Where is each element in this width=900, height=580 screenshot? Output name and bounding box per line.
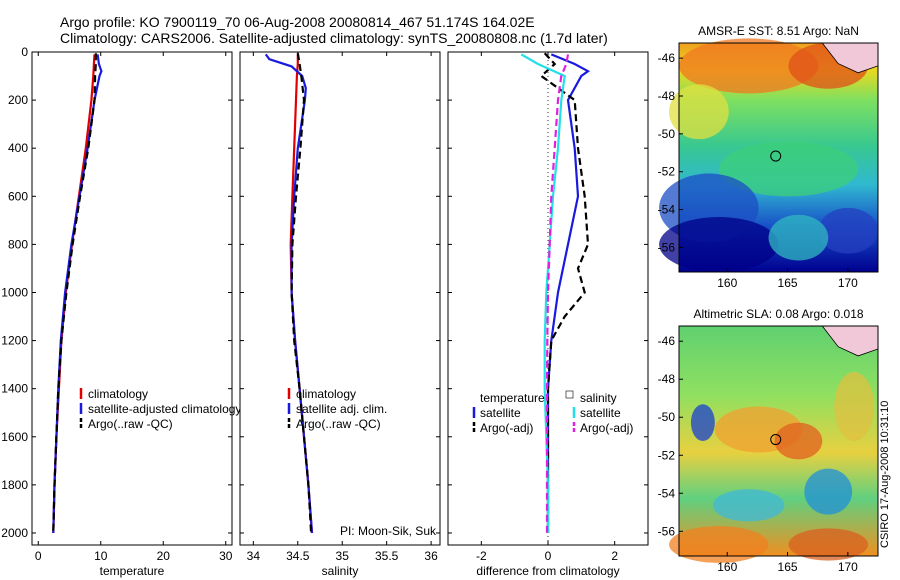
altimetric_sla_map-ytick-label: -48 xyxy=(658,372,676,386)
altimetric_sla_map-xtick-label: 170 xyxy=(838,560,858,574)
temperature-xtick-label: 30 xyxy=(219,549,233,563)
altimetric_sla_map-ytick-label: -54 xyxy=(658,486,676,500)
altimetric_sla_map-ytick-label: -52 xyxy=(658,448,676,462)
amsre_sst_map-ytick-label: -48 xyxy=(658,89,676,103)
altimetric_sla_map-ytick-label: -56 xyxy=(658,524,676,538)
altimetric_sla_map-panel: Altimetric SLA: 0.08 Argo: 0.018 160 165 17… xyxy=(658,307,879,574)
altimetric_sla_map-xtick-label: 165 xyxy=(778,560,798,574)
temperature-ytick-label: 200 xyxy=(8,93,28,107)
temperature-ytick-label: 800 xyxy=(8,237,28,251)
salinity-xtick-label: 35.5 xyxy=(375,549,399,563)
salinity-xtick-label: 34.5 xyxy=(286,549,310,563)
temperature-axes-box xyxy=(31,51,233,546)
amsre_sst_map-field-patch xyxy=(768,214,829,261)
salinity-legend-label: Argo(..raw -QC) xyxy=(296,417,381,431)
amsre_sst_map-field-patch xyxy=(818,207,879,254)
temperature-series-2-line xyxy=(52,53,97,534)
salinity-xtick-label: 34 xyxy=(247,549,261,563)
salinity-panel: 34 34.5 35 35.5 36 salinity climatologysatelli… xyxy=(239,51,441,578)
amsre_sst_map-panel: AMSR-E SST: 8.51 Argo: NaN 160 165 170 -46 -4… xyxy=(658,24,879,290)
difference-legend-label: Argo(-adj) xyxy=(580,421,633,435)
difference-legend-label: Argo(-adj) xyxy=(480,421,533,435)
temperature-ytick-label: 2000 xyxy=(1,526,28,540)
amsre_sst_map-title: AMSR-E SST: 8.51 Argo: NaN xyxy=(698,24,859,38)
temperature-xtick-label: 0 xyxy=(35,549,42,563)
altimetric_sla_map-ytick-label: -46 xyxy=(658,334,676,348)
temperature-xtick-label: 10 xyxy=(94,549,108,563)
amsre_sst_map-axes-box xyxy=(678,42,879,273)
salinity-xlabel: salinity xyxy=(322,564,359,578)
amsre_sst_map-xtick-label: 160 xyxy=(717,276,737,290)
amsre_sst_map-xtick-label: 170 xyxy=(838,276,858,290)
altimetric_sla_map-argo-location-marker xyxy=(770,434,782,446)
amsre_sst_map-ytick-label: -52 xyxy=(658,165,676,179)
amsre_sst_map-field-patch xyxy=(718,141,859,197)
difference-legend-label: satellite xyxy=(480,406,521,420)
difference-series-3-line xyxy=(545,54,570,533)
difference-xtick-label: 2 xyxy=(611,549,618,563)
altimetric_sla_map-field-patch xyxy=(712,489,785,522)
temperature-ytick-label: 1600 xyxy=(1,430,28,444)
altimetric_sla_map-field-patch xyxy=(834,372,875,441)
amsre_sst_map-field-patch xyxy=(669,84,729,140)
salinity-legend-label: satellite adj. clim. xyxy=(296,402,387,416)
timestamp-stamp: CSIRO 17-Aug-2008 10:31:10 xyxy=(879,400,891,548)
difference-legend-box-marker xyxy=(565,390,574,399)
temperature-xtick-label: 20 xyxy=(157,549,171,563)
difference-xlabel: difference from climatology xyxy=(476,564,619,578)
figure-title-line2: Climatology: CARS2006. Satellite-adjuste… xyxy=(60,30,608,46)
temperature-xlabel: temperature xyxy=(100,564,165,578)
altimetric_sla_map-ytick-label: -50 xyxy=(658,410,676,424)
amsre_sst_map-field-patch xyxy=(659,217,779,272)
salinity-axes-box xyxy=(239,51,441,546)
figure-title-line1: Argo profile: KO 7900119_70 06-Aug-2008 … xyxy=(60,14,535,30)
altimetric_sla_map-field-patch xyxy=(669,526,769,563)
amsre_sst_map-field-patch xyxy=(679,38,819,94)
temperature-panel: 0 10 20 30 0 200 400 600 800 1000 1200 1400 1600 1800… xyxy=(1,45,241,578)
temperature-legend-label: Argo(..raw -QC) xyxy=(88,417,173,431)
temperature-legend-label: satellite-adjusted climatology xyxy=(88,402,241,416)
temperature-ytick-label: 400 xyxy=(8,141,28,155)
temperature-legend-label: climatology xyxy=(88,387,148,401)
difference-legend-label: satellite xyxy=(580,406,621,420)
altimetric_sla_map-field-patch xyxy=(774,422,823,460)
amsre_sst_map-ytick-label: -56 xyxy=(658,240,676,254)
temperature-ytick-label: 1200 xyxy=(1,334,28,348)
temperature-ytick-label: 600 xyxy=(8,189,28,203)
amsre_sst_map-ytick-label: -46 xyxy=(658,51,676,65)
difference-legend-header-temperature: temperature xyxy=(480,391,545,405)
difference-xtick-label: -2 xyxy=(476,549,487,563)
temperature-ytick-label: 0 xyxy=(21,45,28,59)
altimetric_sla_map-xtick-label: 160 xyxy=(717,560,737,574)
altimetric_sla_map-field-patch xyxy=(690,404,715,441)
salinity-legend-label: climatology xyxy=(296,387,356,401)
difference-legend-header-salinity: salinity xyxy=(580,391,617,405)
temperature-ytick-label: 1400 xyxy=(1,382,28,396)
amsre_sst_map-ytick-label: -50 xyxy=(658,127,676,141)
salinity-annotation: PI: Moon-Sik, Suk xyxy=(340,524,437,538)
difference-xtick-label: 0 xyxy=(545,549,552,563)
temperature-ytick-label: 1800 xyxy=(1,478,28,492)
amsre_sst_map-ytick-label: -54 xyxy=(658,203,676,217)
salinity-series-2-line xyxy=(290,53,313,534)
amsre_sst_map-argo-location-marker xyxy=(770,150,782,162)
temperature-ytick-label: 1000 xyxy=(1,285,28,299)
salinity-xtick-label: 36 xyxy=(424,549,438,563)
amsre_sst_map-xtick-label: 165 xyxy=(778,276,798,290)
altimetric_sla_map-axes-box xyxy=(678,325,879,557)
altimetric_sla_map-field-patch xyxy=(804,468,853,515)
altimetric_sla_map-title: Altimetric SLA: 0.08 Argo: 0.018 xyxy=(693,307,863,321)
salinity-xtick-label: 35 xyxy=(336,549,350,563)
